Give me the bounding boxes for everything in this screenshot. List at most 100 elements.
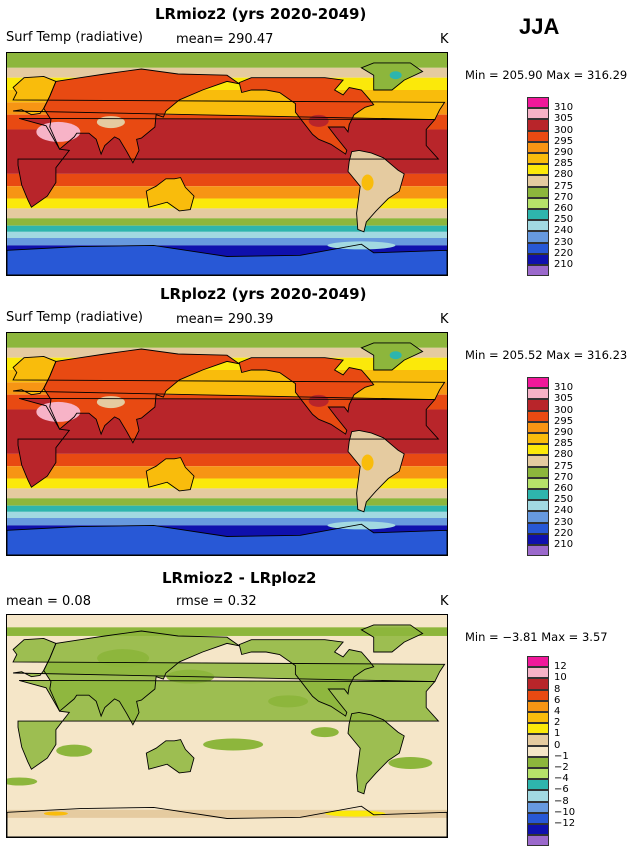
colorbar-swatch bbox=[527, 377, 549, 389]
colorbar-swatch bbox=[527, 756, 549, 768]
panel-1-variable: Surf Temp (radiative) bbox=[6, 30, 144, 45]
colorbar-tick-label: 285 bbox=[554, 158, 574, 170]
colorbar-swatch bbox=[527, 790, 549, 802]
colorbar-swatch bbox=[527, 164, 549, 176]
colorbar-tick-label: 240 bbox=[554, 225, 574, 237]
colorbar-swatch bbox=[527, 466, 549, 478]
colorbar-tick-label: −8 bbox=[554, 795, 569, 807]
colorbar-tick-label: 270 bbox=[554, 471, 574, 483]
colorbar-tick-label: 275 bbox=[554, 180, 574, 192]
colorbar-swatch bbox=[527, 500, 549, 512]
colorbar-swatch bbox=[527, 444, 549, 456]
panel-2-mean: mean= 290.39 bbox=[176, 312, 274, 327]
colorbar-tick-label: −2 bbox=[554, 762, 569, 773]
panel-2-colorbar: 310 305 300 295 290 285 280 275 270 260 250 240 230 2… bbox=[527, 377, 573, 557]
colorbar-swatch bbox=[527, 734, 549, 746]
colorbar-swatch bbox=[527, 656, 549, 668]
colorbar-swatch bbox=[527, 522, 549, 534]
colorbar-tick-label: 280 bbox=[554, 169, 574, 181]
colorbar-swatch bbox=[527, 209, 549, 221]
colorbar-swatch bbox=[527, 835, 549, 846]
panel-3-rmse: rmse = 0.32 bbox=[176, 594, 257, 609]
colorbar-swatch bbox=[527, 745, 549, 757]
colorbar-swatch bbox=[527, 141, 549, 153]
colorbar-tick-label: 250 bbox=[554, 494, 574, 506]
colorbar-swatch bbox=[527, 779, 549, 791]
colorbar-tick-label: 295 bbox=[554, 135, 574, 147]
season-label: JJA bbox=[519, 14, 560, 39]
colorbar-swatch bbox=[527, 388, 549, 400]
colorbar-tick-label: 10 bbox=[554, 672, 567, 684]
colorbar-tick-label: 210 bbox=[554, 539, 574, 550]
colorbar-swatch bbox=[527, 768, 549, 780]
colorbar-swatch bbox=[527, 511, 549, 523]
colorbar-tick-label: 230 bbox=[554, 236, 574, 248]
colorbar-tick-label: 220 bbox=[554, 247, 574, 259]
colorbar-tick-label: 310 bbox=[554, 102, 574, 114]
colorbar-swatch bbox=[527, 175, 549, 187]
colorbar-swatch bbox=[527, 119, 549, 131]
colorbar-swatch bbox=[527, 678, 549, 690]
panel-3-colorbar: 12 10 8 6 4 2 1 0 −1 −2 −4 −6 −8 −10 −12 bbox=[527, 656, 575, 846]
panel-2-map bbox=[6, 332, 448, 556]
colorbar-swatch bbox=[527, 812, 549, 824]
colorbar-tick-label: 220 bbox=[554, 527, 574, 539]
colorbar-swatch bbox=[527, 455, 549, 467]
colorbar-swatch bbox=[527, 97, 549, 109]
colorbar-tick-label: 300 bbox=[554, 124, 574, 136]
panel-1-colorbar: 310 305 300 295 290 285 280 275 270 260 250 240 230 2… bbox=[527, 97, 573, 277]
colorbar-tick-label: 275 bbox=[554, 460, 574, 472]
colorbar-swatch bbox=[527, 489, 549, 501]
colorbar-swatch bbox=[527, 545, 549, 557]
panel-1-mean: mean= 290.47 bbox=[176, 32, 274, 47]
colorbar-swatch bbox=[527, 421, 549, 433]
colorbar-tick-label: 230 bbox=[554, 516, 574, 528]
colorbar-tick-label: −1 bbox=[554, 750, 569, 762]
colorbar-swatch bbox=[527, 242, 549, 254]
colorbar-tick-label: −10 bbox=[554, 806, 576, 818]
colorbar-tick-label: 290 bbox=[554, 427, 574, 438]
colorbar-tick-label: 250 bbox=[554, 214, 574, 226]
colorbar-swatch bbox=[527, 689, 549, 701]
panel-2-title: LRploz2 (yrs 2020-2049) bbox=[160, 285, 367, 303]
colorbar-swatch bbox=[527, 801, 549, 813]
colorbar-tick-label: 260 bbox=[554, 483, 574, 494]
colorbar-tick-label: 8 bbox=[554, 683, 561, 695]
map-figure bbox=[7, 53, 447, 275]
colorbar-tick-label: −4 bbox=[554, 773, 569, 785]
colorbar-tick-label: 2 bbox=[554, 717, 561, 729]
colorbar-tick-label: 0 bbox=[554, 739, 561, 751]
colorbar-tick-label: 240 bbox=[554, 505, 574, 517]
panel-2-minmax: Min = 205.52 Max = 316.23 bbox=[465, 348, 628, 362]
colorbar-swatch bbox=[527, 130, 549, 142]
map-figure bbox=[7, 333, 447, 555]
colorbar-tick-label: 6 bbox=[554, 694, 561, 706]
colorbar-tick-label: 295 bbox=[554, 415, 574, 427]
colorbar-tick-label: −12 bbox=[554, 818, 576, 829]
panel-3-title: LRmioz2 - LRploz2 bbox=[162, 569, 317, 587]
colorbar-swatch bbox=[527, 231, 549, 243]
panel-1-title: LRmioz2 (yrs 2020-2049) bbox=[155, 5, 367, 23]
colorbar-tick-label: 305 bbox=[554, 113, 574, 125]
colorbar-swatch bbox=[527, 433, 549, 445]
colorbar-tick-label: 210 bbox=[554, 259, 574, 270]
colorbar-tick-label: −6 bbox=[554, 784, 569, 796]
map-figure bbox=[7, 615, 447, 837]
colorbar-swatch bbox=[527, 153, 549, 165]
panel-3-minmax: Min = −3.81 Max = 3.57 bbox=[465, 630, 608, 644]
panel-1-units: K bbox=[440, 32, 449, 47]
colorbar-tick-label: 1 bbox=[554, 728, 561, 740]
colorbar-tick-label: 305 bbox=[554, 393, 574, 405]
colorbar-tick-label: 4 bbox=[554, 706, 561, 717]
panel-3-units: K bbox=[440, 594, 449, 609]
colorbar-swatch bbox=[527, 824, 549, 836]
panel-1-minmax: Min = 205.90 Max = 316.29 bbox=[465, 68, 628, 82]
colorbar-tick-label: 290 bbox=[554, 147, 574, 158]
colorbar-tick-label: 285 bbox=[554, 438, 574, 450]
colorbar-swatch bbox=[527, 712, 549, 724]
colorbar-tick-label: 310 bbox=[554, 382, 574, 394]
colorbar-tick-label: 12 bbox=[554, 661, 567, 673]
colorbar-swatch bbox=[527, 220, 549, 232]
colorbar-tick-label: 260 bbox=[554, 203, 574, 214]
colorbar-swatch bbox=[527, 197, 549, 209]
